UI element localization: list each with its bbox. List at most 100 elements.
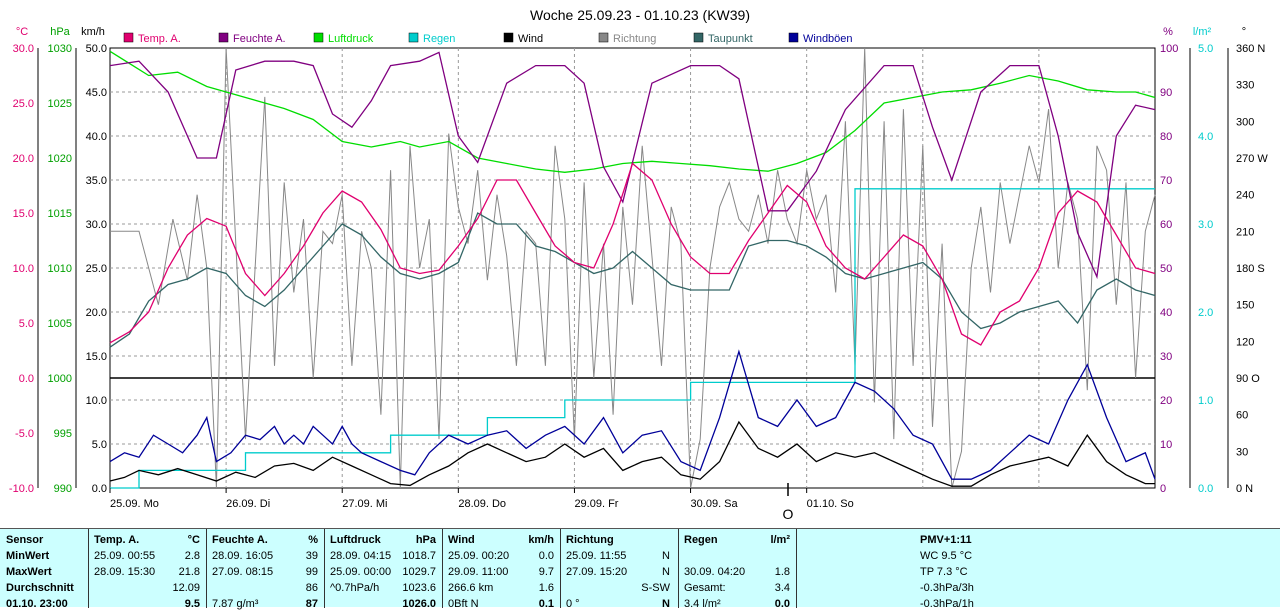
tick-label: 60 <box>1160 219 1172 231</box>
hum-time: 27.09. 08:15 <box>212 566 274 578</box>
table-divider <box>678 529 679 608</box>
series-regen <box>110 188 1155 489</box>
header-dir: Richtung <box>566 534 614 546</box>
wind-time: 0Bft N <box>448 598 479 610</box>
series-richtung <box>110 47 1156 489</box>
x-tick-label: 30.09. Sa <box>691 498 739 510</box>
tick-label: 0.0 <box>92 483 107 495</box>
wind-time: 266.6 km <box>448 582 494 594</box>
header-temp: Temp. A. <box>94 534 140 546</box>
tick-label: 0 <box>1160 483 1166 495</box>
tick-label: 80 <box>1160 131 1172 143</box>
tick-label: 10 <box>1160 439 1172 451</box>
statistics-table: Sensor Temp. A. °C Feuchte A.% Luftdruck hPa W… <box>0 528 1280 610</box>
rain-value: 1.8 <box>774 566 790 578</box>
dir-value: N <box>662 566 670 578</box>
header-pmv: PMV+1:11 <box>920 534 972 546</box>
series-luftdruck <box>109 50 1156 173</box>
legend-swatch <box>313 32 324 43</box>
tick-label: 25.0 <box>13 98 34 110</box>
tick-label: 15.0 <box>86 351 107 363</box>
tick-label: 270 W <box>1236 153 1268 165</box>
tick-label: -5.0 <box>15 428 34 440</box>
tick-label: 240 <box>1236 190 1254 202</box>
row-label: MinWert <box>6 550 50 562</box>
hum-value: 87 <box>305 598 318 610</box>
x-tick-label: 01.10. So <box>807 498 854 510</box>
tick-label: 20 <box>1160 395 1172 407</box>
hum-time: 28.09. 16:05 <box>212 550 274 562</box>
header-rain-unit: l/m² <box>770 534 790 546</box>
table-divider <box>560 529 561 608</box>
legend-label: Regen <box>423 33 455 45</box>
press-value: 1023.6 <box>402 582 436 594</box>
tick-label: 100 <box>1160 43 1178 55</box>
tick-label: 5.0 <box>92 439 107 451</box>
axis-unit: % <box>1163 26 1173 38</box>
hum-value: 99 <box>305 566 318 578</box>
tick-label: 40 <box>1160 307 1172 319</box>
legend-label: Windböen <box>803 33 853 45</box>
tick-label: 1005 <box>48 318 72 330</box>
table-divider <box>442 529 443 608</box>
tick-label: 330 <box>1236 80 1254 92</box>
x-tick-label: 26.09. Di <box>226 498 270 510</box>
tick-label: 150 <box>1236 300 1254 312</box>
tick-label: 3.0 <box>1198 219 1213 231</box>
legend-swatch <box>123 32 134 43</box>
tick-label: 15.0 <box>13 208 34 220</box>
tick-label: -10.0 <box>9 483 34 495</box>
tick-label: 35.0 <box>86 175 107 187</box>
tick-label: 25.0 <box>86 263 107 275</box>
dir-value: N <box>662 550 670 562</box>
axis-unit: hPa <box>50 26 70 38</box>
pmv-value: TP 7.3 °C <box>920 566 968 578</box>
tick-label: 20.0 <box>13 153 34 165</box>
tick-label: 210 <box>1236 226 1254 238</box>
wind-value: 0.0 <box>538 550 554 562</box>
tick-label: 70 <box>1160 175 1172 187</box>
tick-label: 360 N <box>1236 43 1265 55</box>
header-press-unit: hPa <box>415 534 436 546</box>
hum-time: 7.87 g/m³ <box>212 598 259 610</box>
tick-label: 30.0 <box>86 219 107 231</box>
wind-time: 29.09. 11:00 <box>448 566 509 578</box>
row-label: 01.10. 23:00 <box>6 598 68 610</box>
series-windb-en <box>109 349 1156 480</box>
tick-label: 10.0 <box>86 395 107 407</box>
header-temp-unit: °C <box>187 534 200 546</box>
pmv-value: WC 9.5 °C <box>920 550 973 562</box>
legend-label: Luftdruck <box>328 33 374 45</box>
legend-swatch <box>598 32 609 43</box>
legend-swatch <box>408 32 419 43</box>
press-value: 1029.7 <box>402 566 436 578</box>
press-value: 1018.7 <box>402 550 436 562</box>
wind-value: 1.6 <box>538 582 554 594</box>
tick-label: 1010 <box>48 263 72 275</box>
hum-value: 39 <box>305 550 318 562</box>
axis-unit: l/m² <box>1193 26 1212 38</box>
dir-time: 0 ° <box>566 598 580 610</box>
temp-value: 21.8 <box>178 566 200 578</box>
tick-label: 50.0 <box>86 43 107 55</box>
series-feuchte-a- <box>109 51 1156 280</box>
temp-time: 25.09. 00:55 <box>94 550 156 562</box>
tick-label: 5.0 <box>1198 43 1213 55</box>
legend-swatch <box>218 32 229 43</box>
header-wind-unit: km/h <box>528 534 554 546</box>
tick-label: 0.0 <box>1198 483 1213 495</box>
axis-unit: km/h <box>81 26 105 38</box>
axis-unit: °C <box>16 26 28 38</box>
hum-value: 86 <box>305 582 318 594</box>
temp-time: 28.09. 15:30 <box>94 566 156 578</box>
tick-label: 90 <box>1160 87 1172 99</box>
rain-time: Gesamt: <box>684 582 726 594</box>
pmv-value: -0.3hPa/3h <box>920 582 974 594</box>
wind-value: 0.1 <box>538 598 554 610</box>
tick-label: 0 N <box>1236 483 1253 495</box>
series-wind <box>109 420 1155 487</box>
row-label: MaxWert <box>6 566 52 578</box>
legend-label: Taupunkt <box>708 33 753 45</box>
tick-label: 5.0 <box>19 318 34 330</box>
press-value: 1026.0 <box>402 598 436 610</box>
